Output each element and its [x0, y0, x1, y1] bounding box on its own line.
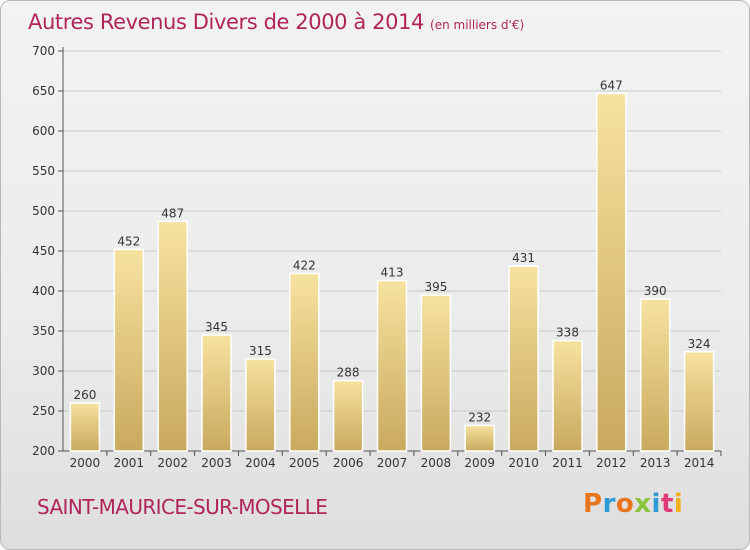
y-tick-label: 250 — [32, 404, 55, 418]
bar — [245, 358, 276, 452]
logo-letter: P — [583, 489, 603, 519]
y-tick-label: 650 — [32, 84, 55, 98]
bar — [639, 298, 671, 452]
x-tick-label: 2012 — [596, 456, 627, 470]
x-tick-label: 2003 — [201, 456, 232, 470]
bar — [69, 402, 101, 452]
x-tick-label: 2002 — [157, 456, 188, 470]
data-label: 232 — [468, 410, 491, 424]
data-label: 345 — [205, 320, 228, 334]
bar — [683, 351, 715, 452]
bar — [596, 92, 627, 452]
chart-title-text: Autres Revenus Divers de 2000 à 2014 — [28, 10, 425, 34]
bar — [289, 272, 320, 452]
data-label: 422 — [293, 258, 316, 272]
city-name: SAINT-MAURICE-SUR-MOSELLE — [37, 495, 328, 519]
data-label: 324 — [688, 337, 711, 351]
data-label: 260 — [73, 388, 96, 402]
bar — [113, 248, 145, 452]
x-tick-label: 2011 — [552, 456, 583, 470]
data-label: 390 — [644, 284, 667, 298]
logo-letter: i — [651, 489, 661, 519]
data-label: 487 — [161, 206, 184, 220]
y-tick-label: 600 — [32, 124, 55, 138]
data-label: 395 — [424, 280, 447, 294]
logo-letter: x — [634, 489, 652, 519]
logo-letter: t — [660, 489, 674, 519]
y-tick-label: 450 — [32, 244, 55, 258]
logo-letter: o — [615, 489, 635, 519]
data-label: 431 — [512, 251, 535, 265]
proxiti-logo[interactable]: Proxiti — [583, 489, 683, 519]
data-label: 315 — [249, 344, 272, 358]
y-tick-label: 550 — [32, 164, 55, 178]
x-tick-label: 2006 — [333, 456, 364, 470]
y-tick-label: 400 — [32, 284, 55, 298]
x-tick-label: 2010 — [508, 456, 539, 470]
y-tick-label: 300 — [32, 364, 55, 378]
chart-unit: (en milliers d'€) — [430, 18, 525, 32]
data-label: 452 — [117, 234, 140, 248]
x-tick-label: 2014 — [684, 456, 715, 470]
x-tick-label: 2007 — [377, 456, 408, 470]
bar — [552, 339, 583, 452]
logo-letter: r — [602, 489, 616, 519]
data-label: 288 — [337, 366, 360, 380]
y-tick-label: 350 — [32, 324, 55, 338]
x-tick-label: 2004 — [245, 456, 276, 470]
y-tick-label: 500 — [32, 204, 55, 218]
x-tick-label: 2013 — [640, 456, 671, 470]
x-tick-label: 2009 — [464, 456, 495, 470]
bar — [376, 279, 408, 452]
x-tick-label: 2001 — [114, 456, 145, 470]
bar — [332, 379, 364, 452]
bar — [508, 265, 539, 452]
bar — [464, 424, 495, 452]
x-tick-label: 2000 — [70, 456, 101, 470]
bar — [157, 220, 188, 452]
data-label: 413 — [381, 266, 404, 280]
x-tick-label: 2008 — [421, 456, 452, 470]
chart-title: Autres Revenus Divers de 2000 à 2014 (en … — [28, 10, 524, 34]
logo-letter: i — [673, 489, 684, 519]
x-tick-label: 2005 — [289, 456, 320, 470]
y-tick-label: 200 — [32, 444, 55, 458]
data-label: 647 — [600, 78, 623, 92]
data-label: 338 — [556, 326, 579, 340]
bar — [420, 294, 452, 452]
y-tick-label: 700 — [32, 44, 55, 58]
bar — [201, 334, 232, 452]
